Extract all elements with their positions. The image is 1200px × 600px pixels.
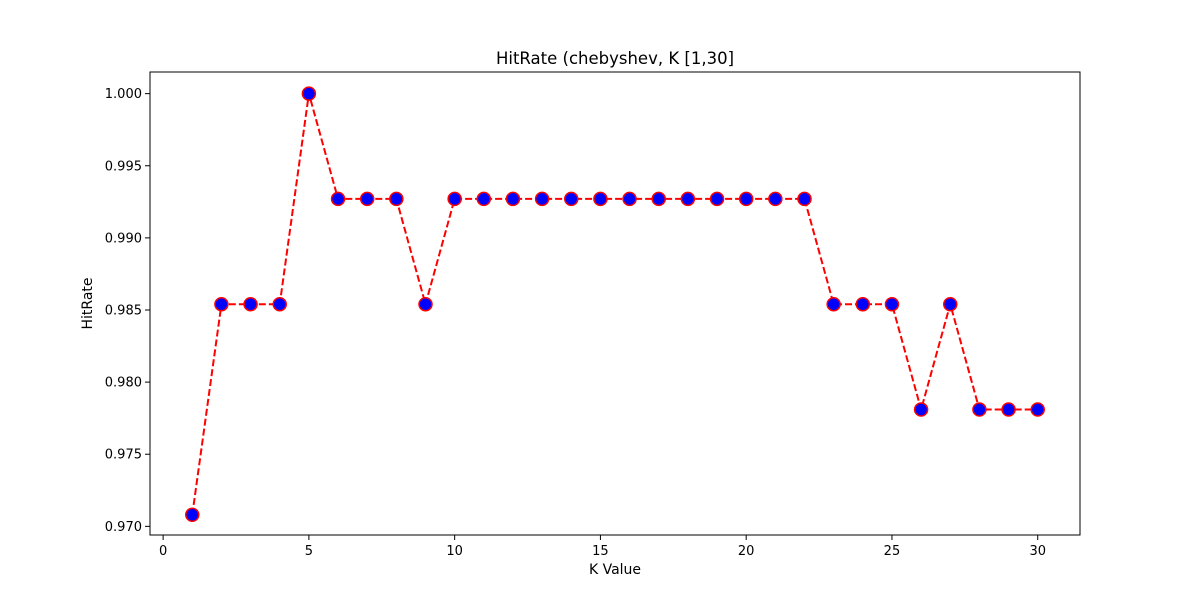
data-point xyxy=(330,191,346,207)
y-tick-label: 0.980 xyxy=(105,376,142,391)
plot-frame xyxy=(149,71,1081,536)
data-point xyxy=(855,296,871,312)
x-tick-label: 30 xyxy=(1029,544,1046,559)
data-point xyxy=(943,296,958,312)
data-point xyxy=(913,402,929,417)
data-point xyxy=(418,296,433,312)
data-point xyxy=(680,191,696,207)
y-axis-label: HitRate xyxy=(80,277,96,329)
data-point xyxy=(884,296,900,312)
data-point xyxy=(505,191,521,207)
data-point xyxy=(738,191,754,207)
data-point xyxy=(1030,402,1045,417)
data-point xyxy=(768,191,783,207)
data-point xyxy=(243,296,258,312)
data-point xyxy=(564,191,579,207)
x-axis-ticks: 0 5 10 15 20 25 30 xyxy=(159,535,1046,559)
y-tick-label: 0.985 xyxy=(105,303,142,318)
x-tick-label: 25 xyxy=(884,544,901,559)
chart-title: HitRate (chebyshev, K [1,30] xyxy=(496,49,734,68)
data-point xyxy=(389,191,404,207)
plot-area xyxy=(185,86,1045,523)
y-tick-label: 0.975 xyxy=(105,448,142,463)
data-point xyxy=(826,296,841,312)
data-point xyxy=(447,191,462,207)
data-point xyxy=(622,191,637,207)
x-tick-label: 0 xyxy=(159,544,167,559)
data-point xyxy=(797,191,812,207)
data-point xyxy=(651,191,666,207)
data-point xyxy=(1001,402,1016,417)
y-tick-label: 0.990 xyxy=(105,231,142,246)
y-tick-label: 0.970 xyxy=(105,520,142,535)
data-point xyxy=(476,191,492,207)
y-tick-label: 1.000 xyxy=(105,87,142,102)
y-axis-ticks: 0.970 0.975 0.980 0.985 0.990 0.995 1.000 xyxy=(105,87,150,535)
data-point xyxy=(709,191,725,207)
data-point xyxy=(185,507,200,523)
data-point xyxy=(272,296,287,312)
y-tick-label: 0.995 xyxy=(105,159,142,174)
data-point xyxy=(301,86,317,101)
x-tick-label: 5 xyxy=(305,544,313,559)
data-point xyxy=(214,296,229,312)
data-point xyxy=(972,402,987,417)
x-axis-label: K Value xyxy=(589,562,641,578)
x-tick-label: 15 xyxy=(592,544,609,559)
data-point xyxy=(593,191,608,207)
series-line xyxy=(191,93,1038,515)
x-tick-label: 10 xyxy=(446,544,463,559)
data-point xyxy=(359,191,375,207)
data-point xyxy=(534,191,550,207)
x-tick-label: 20 xyxy=(738,544,755,559)
